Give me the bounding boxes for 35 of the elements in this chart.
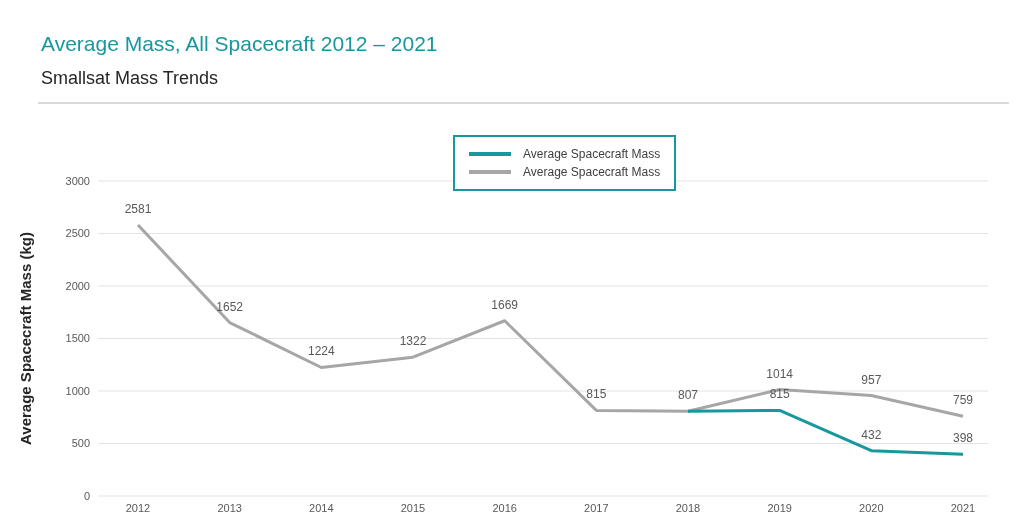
data-label: 1224	[307, 344, 335, 359]
chart-title: Average Mass, All Spacecraft 2012 – 2021	[41, 32, 438, 56]
y-tick-label: 2000	[65, 279, 90, 292]
chart-subtitle: Smallsat Mass Trends	[41, 68, 219, 89]
x-tick-label: 2018	[675, 501, 701, 514]
data-label: 815	[586, 387, 607, 402]
x-tick-label: 2012	[125, 501, 151, 514]
x-tick-label: 2019	[767, 501, 792, 514]
data-label: 432	[861, 427, 882, 442]
data-label: 2581	[124, 201, 152, 216]
y-tick-label: 1500	[65, 332, 90, 345]
data-label: 1014	[766, 366, 794, 381]
x-tick-label: 2016	[492, 501, 517, 514]
y-tick-label: 0	[83, 489, 90, 502]
data-label: 815	[769, 387, 790, 402]
data-label: 759	[952, 393, 974, 408]
legend-label: Average Spacecraft Mass	[523, 165, 661, 179]
y-tick-label: 500	[71, 437, 90, 450]
x-tick-label: 2015	[400, 501, 426, 514]
y-axis-title: Average Spacecraft Mass (kg)	[17, 232, 35, 445]
x-tick-label: 2020	[859, 501, 884, 514]
data-label: 398	[952, 431, 974, 446]
x-tick-label: 2013	[217, 501, 242, 514]
x-tick-label: 2021	[950, 501, 976, 514]
data-label: 1652	[216, 299, 244, 314]
data-label: 807	[677, 388, 699, 403]
y-tick-label: 2500	[65, 227, 90, 240]
data-label: 1669	[491, 297, 519, 312]
legend-label: Average Spacecraft Mass	[523, 147, 661, 161]
x-tick-label: 2014	[309, 501, 334, 514]
data-label: 1322	[399, 334, 427, 349]
y-tick-label: 3000	[65, 174, 90, 187]
x-tick-label: 2017	[584, 501, 609, 514]
y-tick-label: 1000	[65, 384, 90, 397]
data-label: 957	[861, 372, 882, 387]
